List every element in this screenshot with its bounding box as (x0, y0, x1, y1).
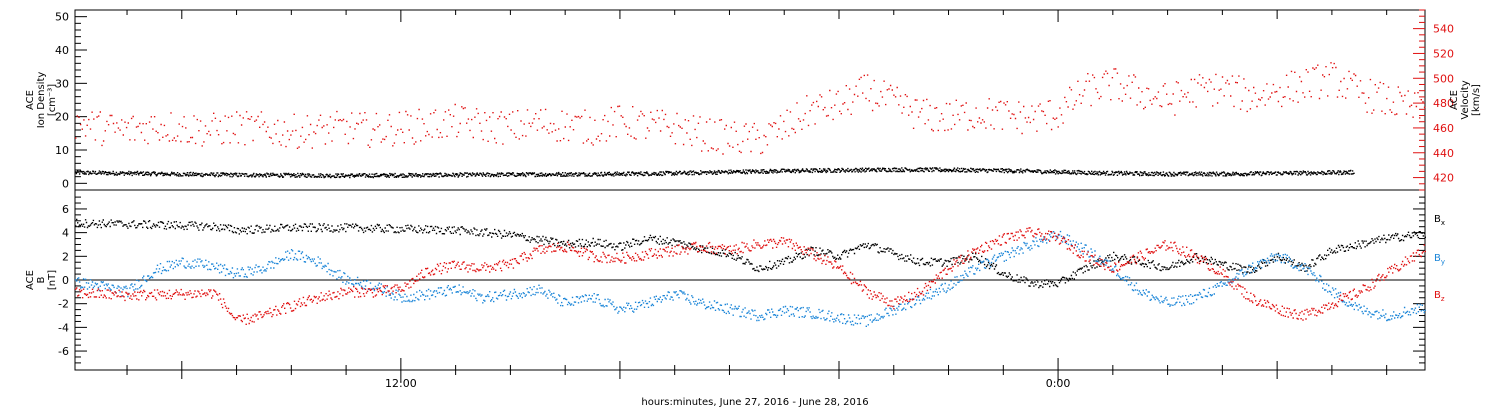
bz-series (75, 227, 1426, 325)
top-left-tick-label: 20 (55, 111, 69, 124)
top-right-ylabel-line: [km/s] (1471, 84, 1482, 116)
top-right-tick-label: 500 (1433, 72, 1454, 85)
top-left-ylabel-line: ACE (25, 90, 36, 110)
bottom-left-ylabel: ACE B [nT] (25, 270, 58, 290)
frame-layer (74, 9, 1426, 382)
top-right-tick-label: 520 (1433, 47, 1454, 60)
bottom-left-tick-label: 4 (62, 227, 69, 240)
top-left-tick-label: 30 (55, 77, 69, 90)
bottom-left-ylabel-line: ACE (25, 270, 36, 290)
bx-series (75, 218, 1426, 289)
density-series (75, 167, 1355, 179)
top-right-tick-label: 440 (1433, 147, 1454, 160)
legend-entry-bx: Bx (1434, 214, 1445, 227)
top-right-ylabel-line: ACE (1449, 90, 1460, 110)
bottom-left-ylabel-line: B (36, 276, 47, 283)
by-series (75, 230, 1426, 327)
top-left-ylabel: ACE Ion Density [cm⁻³] (25, 72, 58, 129)
x-axis-label: hours:minutes, June 27, 2016 - June 28, … (641, 397, 868, 408)
top-left-tick-label: 40 (55, 44, 69, 57)
bottom-left-tick-label: 0 (62, 274, 69, 287)
bottom-left-tick-label: -2 (58, 298, 69, 311)
top-left-ylabel-line: [cm⁻³] (47, 84, 58, 116)
x-tick-label: 12:00 (385, 377, 417, 390)
legend-entry-by: By (1434, 253, 1445, 266)
top-right-tick-label: 420 (1433, 172, 1454, 185)
bottom-left-ylabel-line: [nT] (47, 270, 58, 290)
bottom-left-tick-label: -6 (58, 345, 69, 358)
text-layer: 0 10 20 30 40 50 420 440 460 480 500 520 540 -6 -4 -2 0 2… (25, 11, 1482, 390)
data-layer (75, 62, 1426, 327)
bottom-left-tick-label: -4 (58, 321, 69, 334)
velocity-series (75, 62, 1426, 155)
top-left-tick-label: 10 (55, 144, 69, 157)
bottom-left-tick-label: 2 (62, 250, 69, 263)
top-right-tick-label: 460 (1433, 122, 1454, 135)
top-left-tick-label: 50 (55, 11, 69, 24)
top-left-tick-label: 0 (62, 177, 69, 190)
top-right-ylabel-line: Velocity (1460, 80, 1471, 119)
x-tick-label: 0:00 (1046, 377, 1071, 390)
top-right-ylabel: ACE Velocity [km/s] (1449, 80, 1482, 119)
top-right-tick-label: 540 (1433, 23, 1454, 36)
bottom-left-tick-label: 6 (62, 203, 69, 216)
top-panel-frame (74, 9, 1426, 191)
top-left-ylabel-line: Ion Density (36, 72, 47, 129)
top-right-tick-label: 480 (1433, 97, 1454, 110)
legend-entry-bz: Bz (1434, 290, 1445, 303)
